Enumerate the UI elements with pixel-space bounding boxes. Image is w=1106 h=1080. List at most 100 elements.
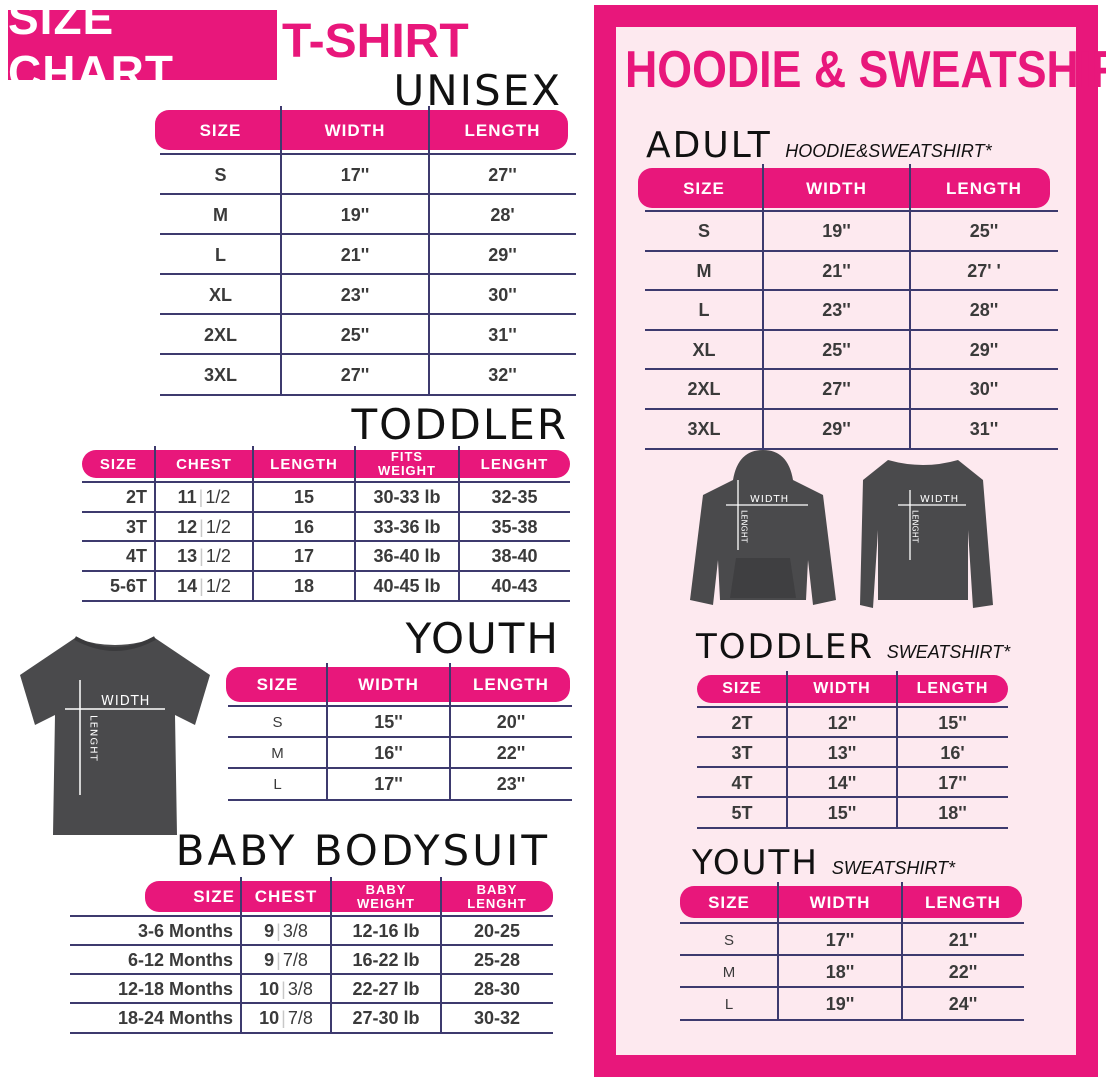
whole-number: 10: [259, 1008, 280, 1028]
row-divider: [160, 153, 576, 155]
unisex-label: UNISEX: [393, 66, 562, 115]
table-cell: 14'': [827, 772, 857, 793]
column-header: SIZE: [683, 178, 725, 198]
fraction-separator: |: [281, 979, 286, 999]
table-cell: 3-6 Months: [137, 921, 233, 941]
row-divider: [82, 510, 570, 513]
row-divider: [82, 600, 570, 602]
column-divider: [449, 663, 451, 800]
row-divider: [697, 827, 1008, 829]
table-cell: 4T: [731, 772, 753, 793]
table-cell: 3XL: [203, 364, 237, 385]
table-cell: 21'': [822, 260, 851, 281]
table-cell: M: [722, 963, 736, 981]
column-header: WIDTH: [806, 178, 867, 198]
fraction: 1/2: [205, 487, 231, 508]
whole-number: 12: [177, 516, 198, 537]
row-divider: [697, 706, 1008, 708]
table-cell: 25'': [822, 339, 851, 360]
table-cell: M: [696, 260, 712, 281]
fraction: 3/8: [287, 979, 313, 999]
table-header-bar: [697, 675, 1008, 703]
table-cell: 3T: [125, 516, 147, 537]
row-divider: [228, 767, 572, 769]
table-cell: 19'': [340, 204, 370, 225]
column-header: SIZE: [708, 892, 750, 912]
table-cell: 9 | 7/8: [241, 946, 331, 975]
column-header: LENGTH: [270, 455, 338, 473]
column-header: LENGTH: [916, 680, 989, 697]
column-divider: [280, 106, 282, 395]
adult-label-text: ADULT: [646, 125, 772, 166]
row-divider: [228, 799, 572, 801]
baby-bodysuit-label: BABY BODYSUIT: [175, 826, 550, 875]
row-divider: [70, 973, 553, 975]
fraction-separator: |: [199, 546, 204, 567]
row-divider: [645, 249, 1058, 252]
column-header: SIZE: [99, 455, 138, 473]
toddler-sweatshirt-label-text: TODDLER: [696, 627, 874, 667]
row-divider: [697, 766, 1008, 768]
table-cell: 22'': [948, 961, 978, 982]
sweatshirt-length-label: LENGHT: [911, 510, 920, 543]
table-cell: 28': [490, 204, 515, 225]
tshirt-diagram: WIDTH LENGHT: [20, 636, 210, 835]
column-header: SIZE: [199, 120, 242, 140]
table-cell: 16': [940, 742, 965, 763]
table-cell: 3XL: [687, 418, 721, 439]
toddler-sweatshirt-label: TODDLER SWEATSHIRT*: [696, 630, 1010, 664]
table-cell: 16'': [374, 743, 403, 763]
table-cell: XL: [692, 339, 716, 360]
row-divider: [82, 481, 570, 483]
fraction-separator: |: [276, 950, 281, 970]
column-header: WIDTH: [358, 675, 419, 694]
row-divider: [82, 540, 570, 542]
row-divider: [697, 796, 1008, 798]
column-header: SIZE: [256, 675, 299, 694]
tshirt-title: T-SHIRT: [282, 15, 469, 68]
row-divider: [680, 922, 1024, 924]
table-cell: 2XL: [687, 379, 721, 400]
table-cell: 32-35: [491, 487, 538, 508]
fraction-separator: |: [276, 921, 281, 941]
size-chart-banner: SIZE CHART: [8, 0, 277, 98]
row-divider: [645, 448, 1058, 450]
table-cell: 35-38: [491, 516, 538, 537]
row-divider: [645, 328, 1058, 331]
table-cell: 12 | 1/2: [155, 513, 253, 543]
column-header: LENGTH: [473, 675, 549, 694]
table-cell: 18'': [938, 802, 967, 823]
table-cell: 12-16 lb: [352, 921, 420, 941]
hoodie-sweatshirt-diagram: WIDTH LENGHT WIDTH LENGHT: [690, 450, 993, 608]
table-cell: 19'': [822, 221, 851, 242]
table-cell: 38-40: [491, 546, 538, 567]
table-cell: L: [215, 244, 226, 265]
column-divider: [240, 877, 242, 1033]
table-cell: 29'': [488, 244, 517, 265]
table-cell: M: [213, 204, 228, 225]
length-label: LENGHT: [88, 715, 99, 762]
table-cell: 18: [293, 575, 315, 596]
column-divider: [896, 671, 898, 828]
row-divider: [680, 954, 1024, 956]
table-cell: 2T: [731, 712, 753, 733]
table-cell: S: [272, 714, 283, 731]
row-divider: [82, 569, 570, 572]
column-divider: [354, 446, 356, 601]
table-cell: 31'': [969, 418, 999, 439]
table-cell: 30'': [488, 284, 517, 305]
table-cell: 36-40 lb: [373, 546, 441, 567]
table-cell: S: [723, 931, 734, 949]
table-cell: S: [697, 221, 710, 242]
youth-label: YOUTH: [405, 614, 560, 663]
table-cell: 18-24 Months: [117, 1008, 233, 1028]
table-cell: 13 | 1/2: [155, 542, 253, 572]
row-divider: [70, 1032, 553, 1034]
row-divider: [228, 736, 572, 738]
table-cell: 2T: [125, 487, 147, 508]
column-header: CHEST: [254, 887, 318, 906]
table-cell: S: [214, 164, 227, 185]
table-header-bar: [638, 168, 1050, 208]
column-divider: [154, 446, 156, 601]
